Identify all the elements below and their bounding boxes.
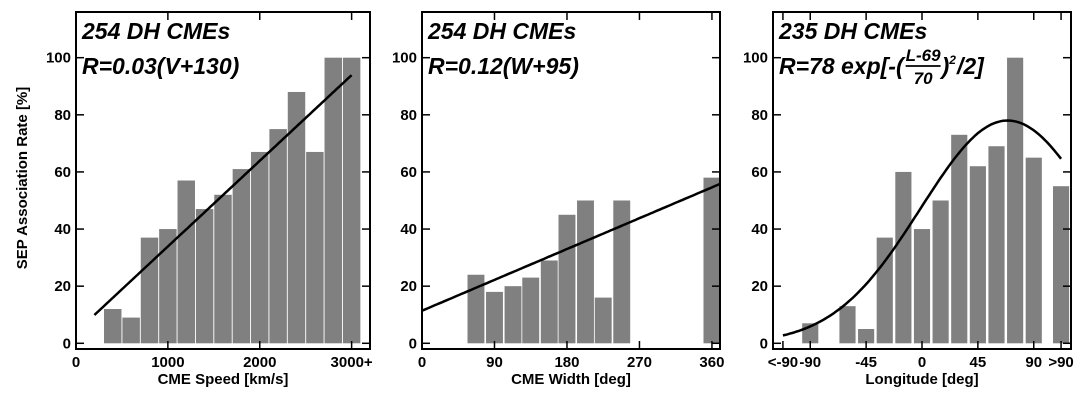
longitude-bar-12	[1052, 186, 1070, 344]
longitude-bar-1	[839, 306, 856, 344]
speed-xtick-label: 1000	[151, 354, 184, 371]
width-xtick-label: 180	[554, 354, 579, 371]
width-bar-2	[504, 286, 522, 344]
longitude-ytick-label: 0	[760, 335, 768, 352]
longitude-bar-9	[988, 146, 1005, 344]
speed-bar-3	[159, 229, 177, 344]
width-fit-curve	[421, 182, 721, 312]
longitude-bar-3	[876, 237, 893, 344]
y-axis-label: SEP Association Rate [%]	[14, 87, 31, 270]
speed-bar-10	[287, 91, 306, 344]
longitude-annotation-numerator: L-69	[906, 46, 942, 65]
longitude-xtick-label: -45	[855, 354, 877, 371]
longitude-bar-4	[895, 171, 912, 344]
longitude-bar-7	[951, 134, 968, 344]
longitude-ytick-label: 60	[751, 164, 768, 181]
longitude-xtick-label: 90	[1025, 354, 1042, 371]
longitude-xtick-label: 0	[918, 354, 926, 371]
longitude-annotation-denominator: 70	[914, 69, 933, 88]
width-bar-5	[558, 214, 576, 344]
longitude-bar-2	[858, 329, 875, 344]
width-bar-4	[540, 260, 558, 344]
speed-xtick-label: 0	[72, 354, 80, 371]
width-bar-3	[522, 277, 540, 344]
longitude-bar-11	[1025, 157, 1042, 344]
width-xtick-label: 0	[418, 354, 426, 371]
longitude-ytick-label: 80	[751, 107, 768, 124]
longitude-ytick-label: 40	[751, 221, 768, 238]
speed-bar-0	[104, 309, 122, 344]
width-ytick-label: 20	[400, 278, 417, 295]
longitude-xtick-label: >90	[1048, 354, 1073, 371]
speed-bar-1	[122, 317, 140, 344]
speed-xtick-label: 3000+	[331, 354, 373, 371]
width-bar-8	[613, 200, 631, 344]
width-annotation-count: 254 DH CMEs	[427, 18, 576, 44]
width-bar-7	[594, 297, 612, 344]
speed-x-axis-label: CME Speed [km/s]	[158, 371, 289, 388]
longitude-xtick-label: 45	[970, 354, 987, 371]
width-ytick-label: 0	[409, 335, 417, 352]
longitude-annotation-count: 235 DH CMEs	[778, 18, 927, 44]
longitude-fit-curve	[782, 119, 1063, 337]
width-ytick-label: 60	[400, 164, 417, 181]
width-bar-6	[577, 200, 594, 344]
longitude-annotation-formula-suffix: /2]	[956, 53, 985, 79]
longitude-xtick-label: -90	[799, 354, 821, 371]
width-xtick-label: 360	[699, 354, 724, 371]
speed-bar-2	[140, 237, 159, 344]
speed-xtick-label: 2000	[243, 354, 276, 371]
speed-bar-11	[306, 151, 324, 344]
speed-ytick-label: 20	[54, 278, 71, 295]
speed-bar-12	[324, 57, 342, 344]
longitude-bar-8	[969, 166, 986, 344]
speed-ytick-label: 60	[54, 164, 71, 181]
speed-ytick-label: 0	[63, 335, 71, 352]
longitude-x-axis-label: Longitude [deg]	[865, 371, 978, 388]
speed-bar-9	[269, 129, 287, 344]
speed-bar-6	[214, 194, 232, 344]
width-bar-9	[703, 177, 721, 344]
longitude-ytick-label: 100	[743, 50, 768, 67]
width-plot-frame	[421, 11, 721, 350]
longitude-bar-6	[932, 200, 949, 344]
width-xtick-label: 270	[627, 354, 652, 371]
width-x-axis-label: CME Width [deg]	[511, 371, 631, 388]
speed-bar-13	[342, 57, 361, 344]
width-panel: 0 20 40 60 80 100 0 90 180 270 360 CME Width [deg] 2…	[392, 11, 724, 388]
speed-plot-frame	[75, 11, 371, 350]
speed-annotation-count: 254 DH CMEs	[81, 18, 230, 44]
longitude-annotation-close-paren: )	[939, 53, 950, 79]
speed-fit-curve	[93, 74, 353, 316]
width-bar-1	[486, 291, 503, 344]
speed-bar-4	[177, 180, 195, 344]
longitude-annotation-exponent: 2	[948, 53, 956, 67]
longitude-bar-5	[913, 229, 931, 344]
speed-ytick-label: 100	[46, 50, 71, 67]
speed-bar-8	[251, 151, 269, 344]
speed-annotation-formula: R=0.03(V+130)	[82, 53, 239, 79]
speed-bar-7	[232, 169, 251, 344]
longitude-panel: 0 20 40 60 80 100 <-90 -90 -45 0 45 90 >90 Longitude …	[743, 11, 1074, 388]
width-bar-0	[467, 274, 485, 344]
width-ytick-label: 80	[400, 107, 417, 124]
speed-bar-5	[195, 209, 214, 344]
longitude-annotation-formula-prefix: R=78 exp[-(	[779, 53, 906, 79]
width-annotation-formula: R=0.12(W+95)	[428, 53, 579, 79]
width-ytick-label: 100	[392, 50, 417, 67]
longitude-ytick-label: 20	[751, 278, 768, 295]
longitude-xtick-label: <-90	[768, 354, 798, 371]
width-xtick-label: 90	[486, 354, 503, 371]
speed-ytick-label: 80	[54, 107, 71, 124]
speed-ytick-label: 40	[54, 221, 71, 238]
width-ytick-label: 40	[400, 221, 417, 238]
longitude-bar-10	[1007, 57, 1024, 344]
